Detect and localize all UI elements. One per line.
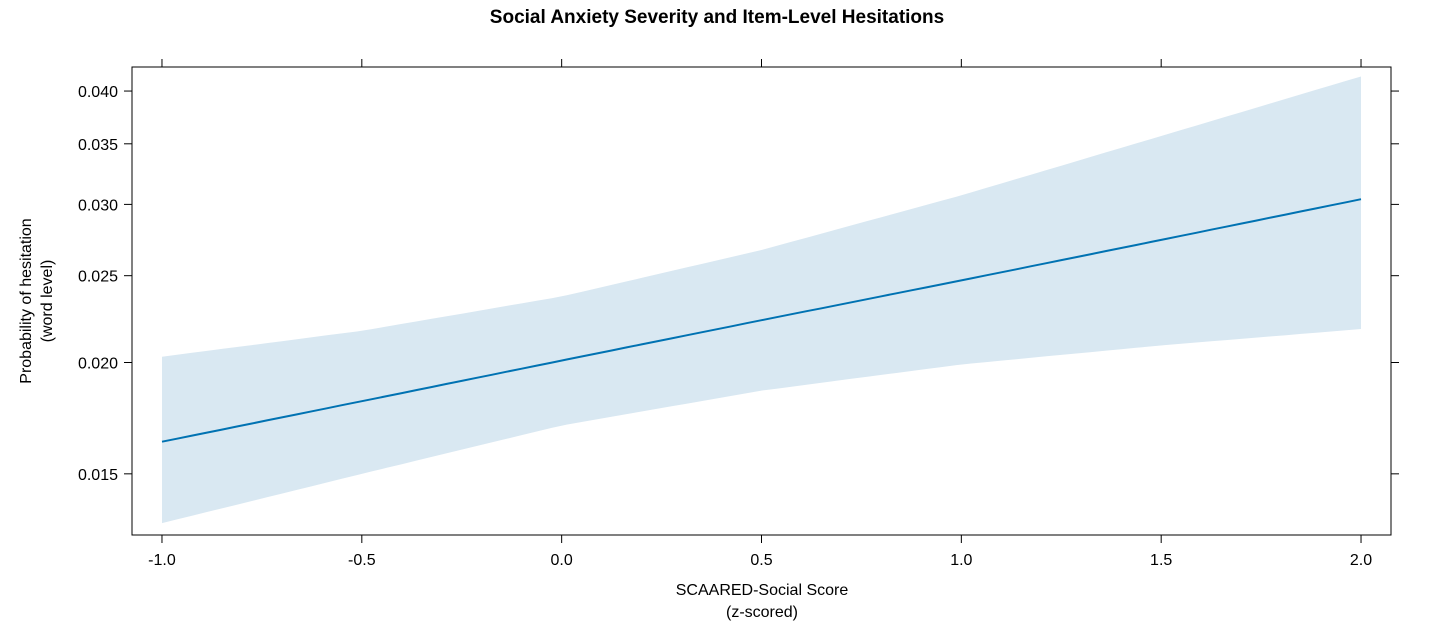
x-tick-label: -0.5 [348, 552, 376, 569]
y-tick-label: 0.030 [78, 197, 118, 214]
y-tick-label: 0.020 [78, 355, 118, 372]
chart-title: Social Anxiety Severity and Item-Level H… [490, 7, 944, 28]
x-tick-label: 0.5 [750, 552, 772, 569]
y-tick-label: 0.035 [78, 137, 118, 154]
y-axis-left: 0.015 0.020 0.025 0.030 0.035 0.040 [78, 84, 132, 484]
x-axis-label: SCAARED-Social Score [676, 582, 849, 599]
y-axis-label: Probability of hesitation [18, 218, 35, 383]
x-tick-label: 1.5 [1150, 552, 1172, 569]
fit-line [161, 198, 1362, 443]
x-tick-label: -1.0 [148, 552, 176, 569]
x-axis-top [161, 59, 1362, 67]
y-axis-sublabel: (word level) [39, 260, 56, 343]
confidence-band [162, 76, 1361, 524]
x-tick-label: 0.0 [551, 552, 573, 569]
y-tick-label: 0.025 [78, 269, 118, 286]
y-tick-label: 0.040 [78, 84, 118, 101]
x-axis-sublabel: (z-scored) [726, 604, 798, 621]
y-axis-right [1391, 90, 1399, 475]
y-tick-label: 0.015 [78, 467, 118, 484]
x-axis-bottom: -1.0 -0.5 0.0 0.5 1.0 1.5 2.0 [148, 535, 1372, 569]
x-tick-label: 2.0 [1350, 552, 1372, 569]
x-tick-label: 1.0 [950, 552, 972, 569]
